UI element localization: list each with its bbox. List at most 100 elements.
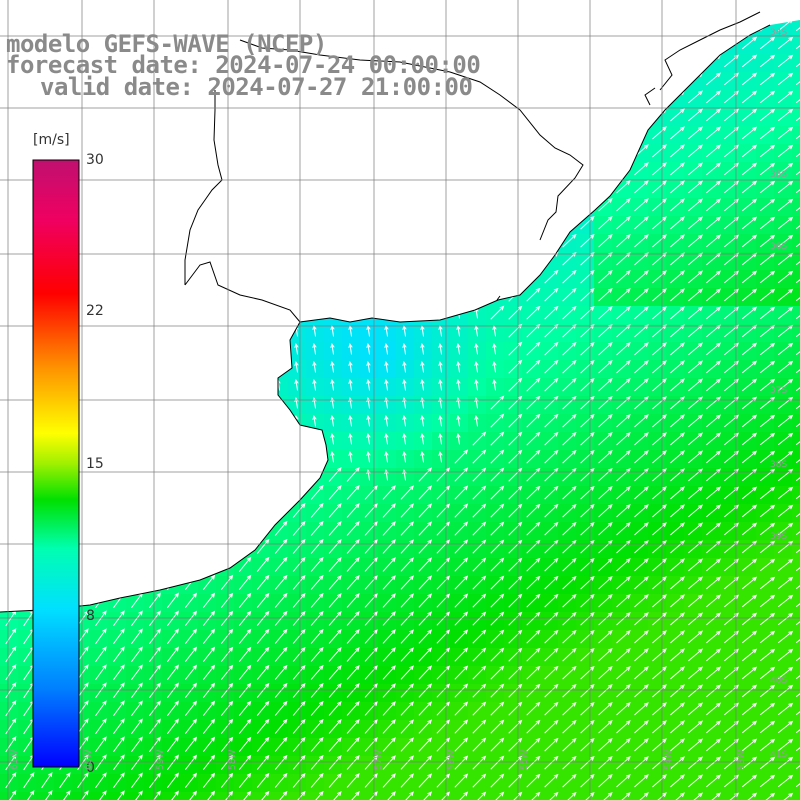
wind-speed-cell	[162, 450, 180, 468]
wind-arrow	[5, 664, 17, 681]
wind-arrow	[777, 216, 794, 230]
wind-speed-cell	[0, 378, 18, 396]
wind-arrow	[202, 610, 216, 627]
wind-speed-cell	[216, 144, 234, 162]
wind-arrow	[742, 270, 758, 284]
wind-speed-cell	[378, 108, 396, 126]
wind-arrow	[184, 106, 198, 123]
wind-arrow	[382, 773, 396, 788]
wind-arrow	[220, 358, 234, 374]
wind-arrow	[384, 432, 389, 445]
wind-speed-cell	[792, 108, 800, 126]
wind-arrow	[382, 539, 396, 554]
wind-arrow	[113, 754, 125, 771]
wind-arrow	[544, 197, 559, 212]
wind-arrow	[634, 558, 649, 572]
wind-arrow	[400, 125, 414, 140]
wind-arrow	[616, 216, 631, 230]
wind-speed-cell	[468, 252, 486, 270]
wind-arrow	[706, 180, 722, 194]
wind-arrow	[400, 503, 414, 518]
wind-arrow	[436, 179, 451, 194]
wind-arrow	[706, 162, 722, 176]
wind-speed-cell	[612, 20, 630, 36]
wind-arrow	[472, 431, 487, 446]
wind-arrow	[382, 737, 396, 752]
wind-speed-cell	[198, 360, 216, 378]
wind-arrow	[346, 647, 360, 662]
wind-arrow	[508, 557, 523, 572]
wind-arrow	[760, 720, 776, 734]
wind-arrow	[202, 592, 216, 609]
wind-speed-cell	[612, 0, 630, 18]
wind-speed-cell	[594, 162, 612, 180]
wind-speed-cell	[0, 270, 18, 288]
wind-arrow	[256, 394, 270, 410]
wind-speed-cell	[666, 54, 684, 72]
wind-speed-cell	[270, 162, 288, 180]
wind-arrow	[256, 124, 270, 140]
wind-arrow	[598, 414, 613, 428]
wind-speed-cell	[126, 270, 144, 288]
wind-arrow	[310, 503, 324, 518]
wind-speed-cell	[414, 792, 432, 800]
wind-arrow	[777, 414, 794, 428]
wind-speed-cell	[270, 126, 288, 144]
wind-arrow	[472, 449, 487, 464]
wind-speed-cell	[126, 216, 144, 234]
wind-speed-cell	[108, 342, 126, 360]
wind-speed-cell	[252, 126, 270, 144]
wind-speed-cell	[0, 126, 18, 144]
wind-arrow	[400, 20, 414, 32]
wind-arrow	[598, 216, 613, 230]
wind-arrow	[382, 143, 396, 158]
legend-tick-30: 30	[86, 152, 104, 168]
wind-arrow	[202, 754, 216, 771]
wind-arrow	[508, 773, 523, 788]
wind-arrow	[706, 36, 722, 50]
wind-arrow	[562, 305, 577, 320]
wind-arrow	[346, 683, 360, 698]
wind-arrow	[580, 108, 595, 122]
wind-arrow	[418, 161, 433, 176]
wind-arrow	[184, 430, 198, 447]
wind-arrow	[454, 143, 469, 158]
wind-arrow	[5, 430, 17, 447]
wind-speed-cell	[792, 342, 800, 360]
wind-arrow	[436, 503, 451, 518]
wind-speed-cell	[216, 432, 234, 450]
wind-speed-cell	[522, 72, 540, 90]
wind-speed-cell	[486, 144, 504, 162]
wind-speed-cell	[90, 324, 108, 342]
wind-arrow	[562, 539, 577, 554]
wind-arrow	[274, 448, 288, 464]
wind-arrow	[202, 736, 216, 753]
wind-arrow	[616, 432, 631, 446]
wind-speed-cell	[342, 108, 360, 126]
wind-speed-cell	[324, 288, 342, 306]
wind-arrow	[238, 376, 252, 392]
wind-arrow	[131, 340, 143, 357]
wind-arrow	[454, 449, 469, 464]
wind-arrow	[438, 378, 443, 391]
wind-arrow	[598, 774, 613, 788]
wind-arrow	[274, 214, 288, 230]
wind-speed-cell	[234, 792, 252, 800]
wind-arrow	[472, 719, 487, 734]
wind-arrow	[544, 341, 559, 356]
wind-speed-cell	[486, 54, 504, 72]
wind-speed-cell	[792, 720, 800, 738]
wind-arrow	[526, 773, 541, 788]
wind-arrow	[652, 720, 667, 734]
wind-arrow	[777, 198, 794, 212]
wind-speed-cell	[0, 252, 18, 270]
wind-speed-cell	[216, 162, 234, 180]
wind-speed-cell	[558, 108, 576, 126]
wind-speed-cell	[738, 792, 756, 800]
wind-speed-cell	[396, 234, 414, 252]
wind-speed-cell	[216, 414, 234, 432]
wind-arrow	[256, 376, 270, 392]
wind-arrow	[220, 700, 234, 716]
wind-arrow	[777, 342, 794, 356]
wind-arrow	[238, 466, 252, 482]
